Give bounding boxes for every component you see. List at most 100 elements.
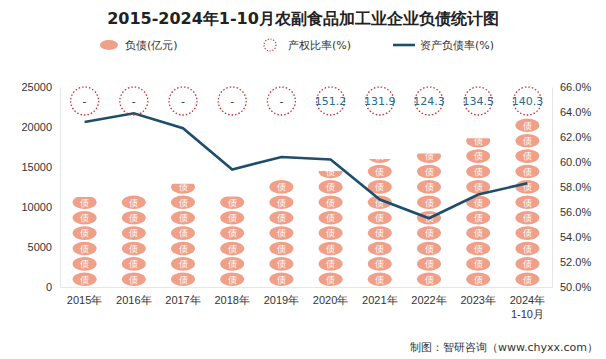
bar-icon: [269, 211, 293, 225]
pictorial-bar: 债债债债债债债债债债: [466, 138, 490, 286]
y2-tick: 50.0%: [552, 281, 591, 293]
bar-icon-text: 债: [425, 198, 434, 208]
bar-icon-text: 债: [179, 228, 188, 238]
bar-icon-text: 债: [179, 259, 188, 269]
bar-icon: [319, 226, 343, 240]
legend-entry: 资产负债率(%): [393, 39, 494, 52]
bar-icon: [515, 180, 539, 194]
y-tick-label: 15000: [21, 161, 52, 173]
bar-icon-text: 债: [228, 228, 237, 238]
bar-icon-text: 债: [474, 228, 483, 238]
y2-tick-label: 54.0%: [560, 231, 591, 243]
bar-icon-text: 债: [277, 198, 286, 208]
bar-icon-text: 债: [326, 228, 335, 238]
y2-axis-line: [552, 88, 553, 288]
bar-icon: [73, 242, 97, 256]
bar-icon: [122, 226, 146, 240]
source-note: 制图：智研咨询（www.chyxx.com）: [410, 341, 598, 354]
bar-icon-text: 债: [326, 275, 335, 285]
y-tick: 5000: [28, 241, 60, 253]
x-tick: 2019年: [264, 287, 299, 306]
bar-icon: [122, 257, 146, 271]
y-axis: 0500010000150002000025000: [21, 81, 60, 293]
ratio-label: -: [83, 95, 87, 108]
plot-area: 债债债债债债债债债债债债债债债债债债债债债债债债债债债债债债债债债债债债债债债债…: [73, 113, 540, 286]
bar-icon: [319, 242, 343, 256]
bar-icon-text: 债: [179, 275, 188, 285]
bar-icon-text: 债: [129, 213, 138, 223]
bar-icon-text: 债: [277, 275, 286, 285]
bar-icon-text: 债: [277, 259, 286, 269]
bar-icon-text: 债: [375, 259, 384, 269]
ratio-label: -: [279, 95, 283, 108]
bar-icon: [171, 184, 195, 194]
bar-icon-text: 债: [179, 213, 188, 223]
bar-icon-text: 债: [129, 198, 138, 208]
bar-icon: [417, 226, 441, 240]
y-tick-label: 10000: [21, 201, 52, 213]
bar-icon: [515, 149, 539, 163]
bar-icon-text: 债: [425, 228, 434, 238]
pictorial-bar: 债债债债债债债: [122, 194, 146, 286]
y-axis-line: [60, 88, 61, 288]
bar-icon: [269, 242, 293, 256]
bar-icon-text: 债: [523, 213, 532, 223]
bar-icon-text: 债: [523, 121, 532, 131]
bar-icon: [368, 273, 392, 287]
bar-icon-text: 债: [375, 275, 384, 285]
x-tick-label: 2019年: [264, 294, 299, 306]
x-axis-line: [61, 287, 553, 288]
x-tick-label: 2024年1-10月: [510, 294, 545, 320]
ratio-circle: [169, 87, 197, 115]
bar-icon-text: 债: [277, 213, 286, 223]
x-tick-label: 2015年: [67, 294, 102, 306]
ratio-label: 134.5: [462, 95, 494, 108]
bar-icon-text: 债: [375, 182, 384, 192]
bar-icon-text: 债: [375, 213, 384, 223]
bar-icon: [269, 273, 293, 287]
bar-icon-text: 债: [523, 244, 532, 254]
legend-entry: 产权比率(%): [264, 39, 351, 52]
bar-icon: [269, 226, 293, 240]
bar-icon-text: 债: [179, 244, 188, 254]
y-tick-label: 20000: [21, 121, 52, 133]
bar-icon: [319, 196, 343, 210]
y-tick: 15000: [21, 161, 60, 173]
bar-icon-text: 债: [425, 244, 434, 254]
pictorial-bar: 债债债债债债债债债: [368, 159, 392, 286]
bar-icon: [368, 257, 392, 271]
x-tick: 2017年: [165, 287, 200, 306]
bar-icon: [171, 226, 195, 240]
bar-icon-text: 债: [474, 244, 483, 254]
bar-icon: [171, 273, 195, 287]
bar-icon: [368, 211, 392, 225]
bar-icon: [515, 273, 539, 287]
bar-icon: [417, 242, 441, 256]
y2-tick: 54.0%: [552, 231, 591, 243]
bar-icon: [319, 257, 343, 271]
bar-icon: [466, 165, 490, 179]
bar-icon: [73, 197, 97, 209]
y2-axis: 50.0%52.0%54.0%56.0%58.0%60.0%62.0%64.0%…: [552, 81, 591, 293]
bar-icon: [319, 180, 343, 194]
y2-tick: 52.0%: [552, 256, 591, 268]
x-tick: 2021年: [362, 287, 397, 306]
bar-icon-text: 债: [523, 167, 532, 177]
bar-icon: [417, 273, 441, 287]
y2-tick-label: 52.0%: [560, 256, 591, 268]
bar-icon: [73, 211, 97, 225]
bar-icon-text: 债: [80, 213, 89, 223]
y-tick-label: 0: [46, 281, 52, 293]
y2-tick-label: 60.0%: [560, 156, 591, 168]
x-tick-label: 2021年: [362, 294, 397, 306]
legend-label: 资产负债率(%): [420, 39, 494, 52]
bar-icon-text: 债: [326, 213, 335, 223]
bar-icon-text: 债: [474, 198, 483, 208]
legend-entry: 负债(亿元): [100, 39, 178, 52]
ratio-circle: [120, 87, 148, 115]
x-tick: 2015年: [67, 287, 102, 306]
bar-icon-text: 债: [375, 228, 384, 238]
bar-icon-text: 债: [425, 259, 434, 269]
ratio-label: 140.3: [512, 95, 544, 108]
bar-icon: [122, 211, 146, 225]
